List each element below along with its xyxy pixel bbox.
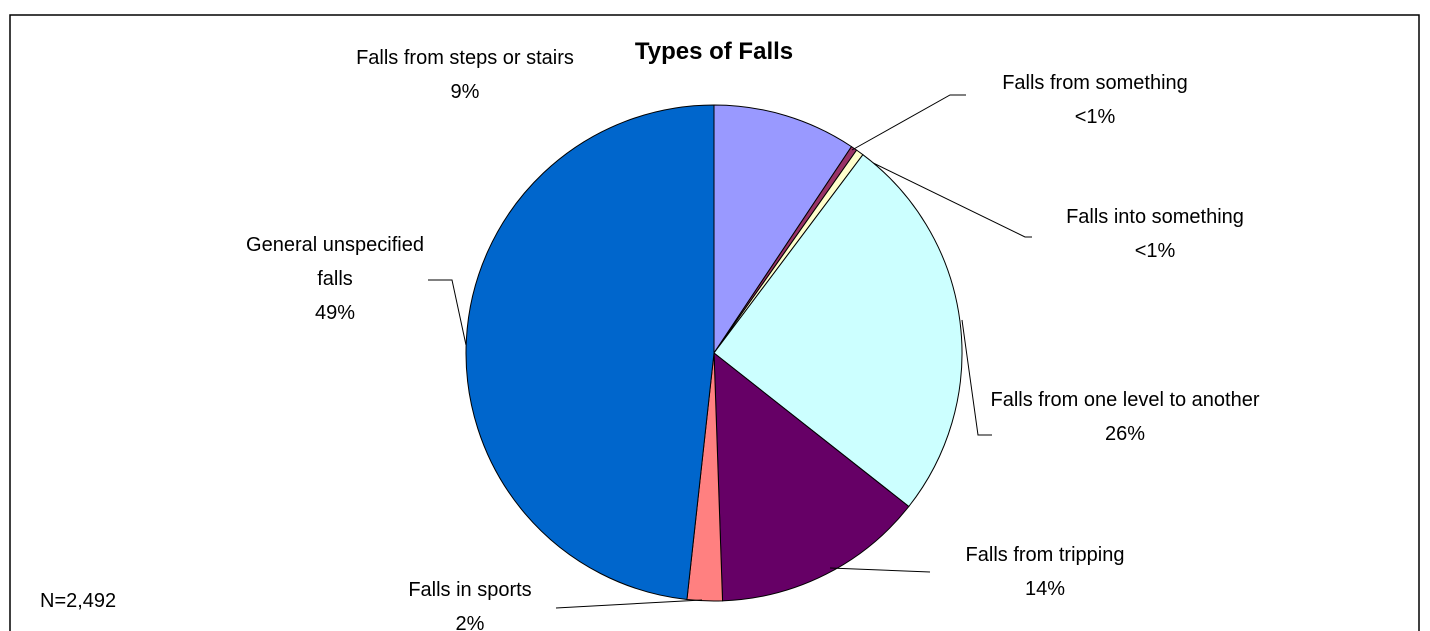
leader-line (961, 319, 992, 436)
slice-label: Falls in sports 2% (360, 573, 580, 631)
pie-slice (713, 153, 963, 508)
leader-line (428, 279, 467, 346)
slice-value: 14% (1024, 578, 1066, 600)
pie-slice (713, 351, 910, 602)
pie-slice (713, 104, 853, 355)
slice-value: 26% (1104, 423, 1146, 445)
slice-name: General unspecified falls (246, 234, 424, 290)
slice-label: Falls from something <1% (945, 66, 1245, 134)
slice-value: 2% (455, 613, 485, 631)
chart-frame (9, 14, 1420, 631)
slice-label: Falls from one level to another 26% (980, 383, 1270, 451)
slice-value: <1% (1074, 106, 1116, 128)
leader-line (851, 94, 966, 151)
slice-name: Falls from tripping (965, 544, 1125, 566)
annotation: N=2,492 (40, 590, 117, 612)
pie-slice (465, 104, 715, 601)
slice-value: 49% (314, 302, 356, 324)
slice-label: Falls from tripping 14% (915, 538, 1175, 606)
slice-value: 9% (450, 81, 480, 103)
slice-name: Falls in sports (408, 579, 532, 601)
chart-title: Types of Falls (634, 38, 794, 65)
slice-name: Falls from one level to another (990, 389, 1260, 411)
slice-name: Falls into something (1066, 206, 1244, 228)
leader-line (829, 567, 931, 573)
leader-line (860, 156, 1032, 238)
slice-label: Falls from steps or stairs 9% (340, 41, 590, 109)
slice-label: General unspecified falls 49% (235, 228, 435, 330)
leader-line (555, 599, 703, 609)
slice-value: <1% (1134, 240, 1176, 262)
slice-label: Falls into something <1% (1005, 200, 1305, 268)
slice-name: Falls from steps or stairs (356, 47, 574, 69)
slice-name: Falls from something (1002, 72, 1188, 94)
